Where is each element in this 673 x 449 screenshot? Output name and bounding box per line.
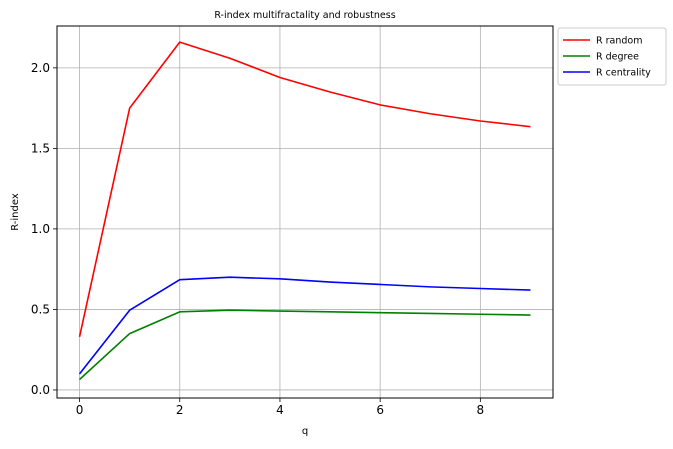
series-line-r-centrality <box>78 276 531 375</box>
grid <box>57 26 553 398</box>
chart-title: R-index multifractality and robustness <box>214 10 395 21</box>
legend: R random R degree R centrality <box>557 27 667 86</box>
x-tick-label: 6 <box>376 403 384 417</box>
x-axis: 0 2 4 6 8 <box>76 398 484 417</box>
x-tick-label: 8 <box>477 403 485 417</box>
y-axis-label: R-index <box>10 193 21 231</box>
y-tick-label: 0.5 <box>31 302 50 316</box>
x-tick-label: 0 <box>76 403 84 417</box>
y-tick-label: 1.0 <box>31 222 50 236</box>
legend-label: R centrality <box>596 68 651 79</box>
y-tick-label: 0.0 <box>31 383 50 397</box>
legend-frame <box>557 27 667 86</box>
x-tick-label: 2 <box>176 403 184 417</box>
y-tick-label: 2.0 <box>31 61 50 75</box>
plot-frame <box>56 25 554 399</box>
x-axis-label: q <box>302 426 308 437</box>
y-axis: 0.0 0.5 1.0 1.5 2.0 <box>31 61 57 397</box>
series-line-r-random <box>78 41 531 337</box>
series-line-r-degree <box>79 309 531 381</box>
y-tick-label: 1.5 <box>31 141 50 155</box>
legend-label: R random <box>596 36 642 47</box>
series-lines <box>78 41 531 381</box>
legend-label: R degree <box>596 52 639 63</box>
x-tick-label: 4 <box>276 403 284 417</box>
